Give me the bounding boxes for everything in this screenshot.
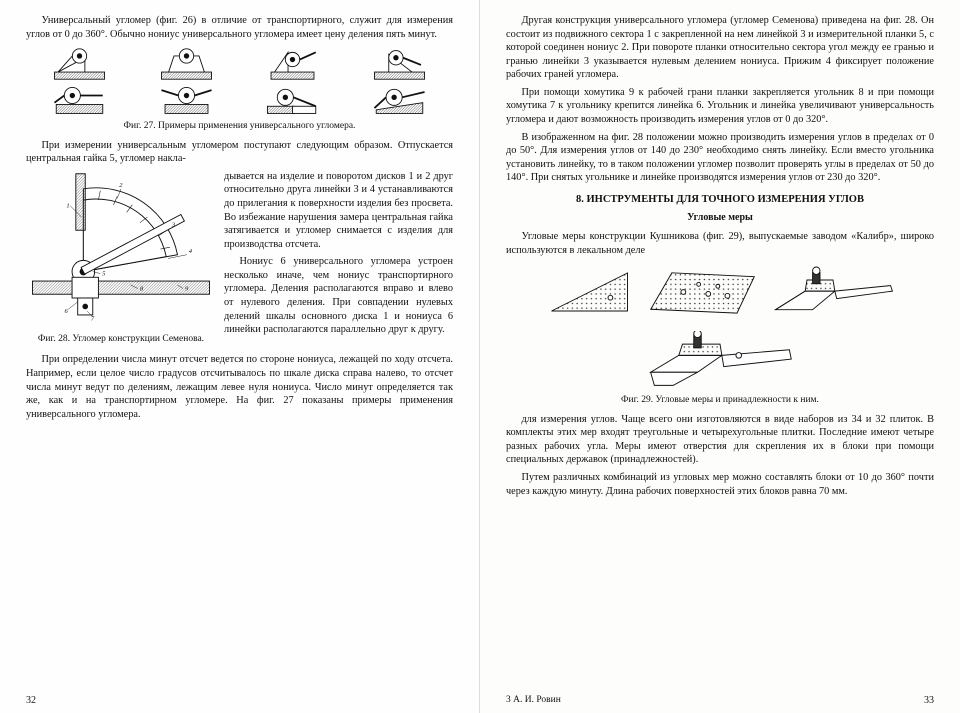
page-number: 33	[924, 694, 934, 707]
page-right: Другая конструкция универсального угломе…	[480, 0, 960, 713]
fig29-holder1	[768, 263, 898, 323]
fig29-holder2	[645, 331, 795, 391]
section-heading: 8. ИНСТРУМЕНТЫ ДЛЯ ТОЧНОГО ИЗМЕРЕНИЯ УГЛ…	[506, 193, 934, 207]
fig28: 123 456 789 Фиг. 28. Угломер конструкции…	[26, 170, 216, 352]
page-left: Универсальный угломер (фиг. 26) в отличи…	[0, 0, 480, 713]
sub-heading: Угловые меры	[506, 211, 934, 224]
fig27-icon	[159, 47, 214, 81]
fig27-icon	[265, 83, 320, 117]
para: При помощи хомутика 9 к рабочей грани пл…	[506, 86, 934, 127]
para: для измерения углов. Чаще всего они изго…	[506, 413, 934, 467]
svg-text:3: 3	[171, 221, 176, 228]
para: В изображенном на фиг. 28 положении можн…	[506, 131, 934, 185]
fig27-icon	[372, 47, 427, 81]
fig27: Фиг. 27. Примеры применения универсально…	[26, 47, 453, 133]
para: При измерении универсальным угломером по…	[26, 139, 453, 166]
fig27-icon	[52, 83, 107, 117]
fig27-caption: Фиг. 27. Примеры применения универсально…	[26, 120, 453, 133]
fig27-icon	[52, 47, 107, 81]
svg-text:4: 4	[189, 248, 193, 255]
fig29-quad	[645, 263, 760, 321]
fig29-caption: Фиг. 29. Угловые меры и принадлежности к…	[506, 394, 934, 407]
para: При определении числа минут отсчет ведет…	[26, 353, 453, 421]
fig27-icon	[265, 47, 320, 81]
svg-text:1: 1	[66, 202, 69, 209]
para: Угловые меры конструкции Кушникова (фиг.…	[506, 230, 934, 257]
svg-text:5: 5	[102, 270, 106, 277]
print-signature: 3 А. И. Ровин	[506, 694, 561, 707]
page-number: 32	[26, 694, 36, 707]
fig27-icon	[372, 83, 427, 117]
fig28-caption: Фиг. 28. Угломер конструкции Семенова.	[26, 333, 216, 346]
fig29-tri	[542, 263, 637, 321]
para: Другая конструкция универсального угломе…	[506, 14, 934, 82]
fig27-icon	[159, 83, 214, 117]
para: Путем различных комбинаций из угловых ме…	[506, 471, 934, 498]
fig29	[506, 263, 934, 391]
book-spread: Универсальный угломер (фиг. 26) в отличи…	[0, 0, 960, 713]
svg-text:2: 2	[119, 182, 123, 189]
para: Универсальный угломер (фиг. 26) в отличи…	[26, 14, 453, 41]
svg-text:6: 6	[65, 308, 69, 315]
